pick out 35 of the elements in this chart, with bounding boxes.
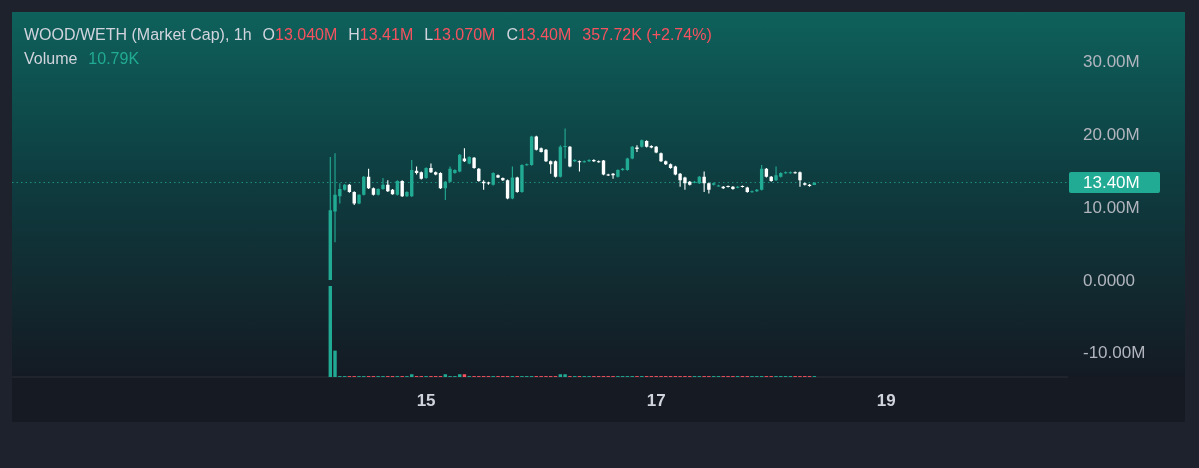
bar (563, 374, 567, 377)
annotation: H13.41M (348, 25, 414, 43)
chart-title: Volume (24, 49, 78, 67)
candlestick (357, 194, 361, 205)
y-tick-label: -10.00M (1083, 343, 1146, 363)
annotation: C13.40M (506, 25, 572, 43)
candlestick (616, 169, 620, 178)
y-tick-label: 10.00M (1083, 197, 1140, 217)
candlestick (726, 185, 730, 188)
candlestick (496, 174, 500, 179)
candlestick (707, 182, 711, 194)
candlestick (750, 190, 754, 193)
bar (443, 374, 448, 377)
x-tick-label: 17 (646, 390, 666, 410)
candlestick (774, 166, 778, 182)
y-tick-label: 30.00M (1083, 52, 1140, 72)
bar (462, 374, 467, 377)
candlestick (635, 145, 639, 152)
y-tick-label: 0.0000 (1083, 270, 1135, 290)
candlestick (731, 186, 735, 190)
y-tick-label: 20.00M (1083, 124, 1140, 144)
candlestick (611, 173, 615, 179)
candlestick (640, 139, 644, 148)
annotation: 357.72K (+2.74%) (582, 25, 712, 43)
annotation: L13.070M (424, 25, 496, 43)
x-tick-label: 19 (876, 390, 896, 410)
candlestick (803, 182, 807, 186)
annotation: O13.040M (262, 25, 338, 43)
x-tick-label: 15 (416, 390, 436, 410)
candlestick (501, 177, 505, 182)
ref-line-label: 13.40M (1083, 172, 1140, 192)
annotation: 10.79K (88, 49, 140, 67)
candlestick (376, 188, 380, 196)
text: WOOD/WETH (Market Cap), 1h (24, 25, 252, 43)
bar (558, 374, 563, 377)
